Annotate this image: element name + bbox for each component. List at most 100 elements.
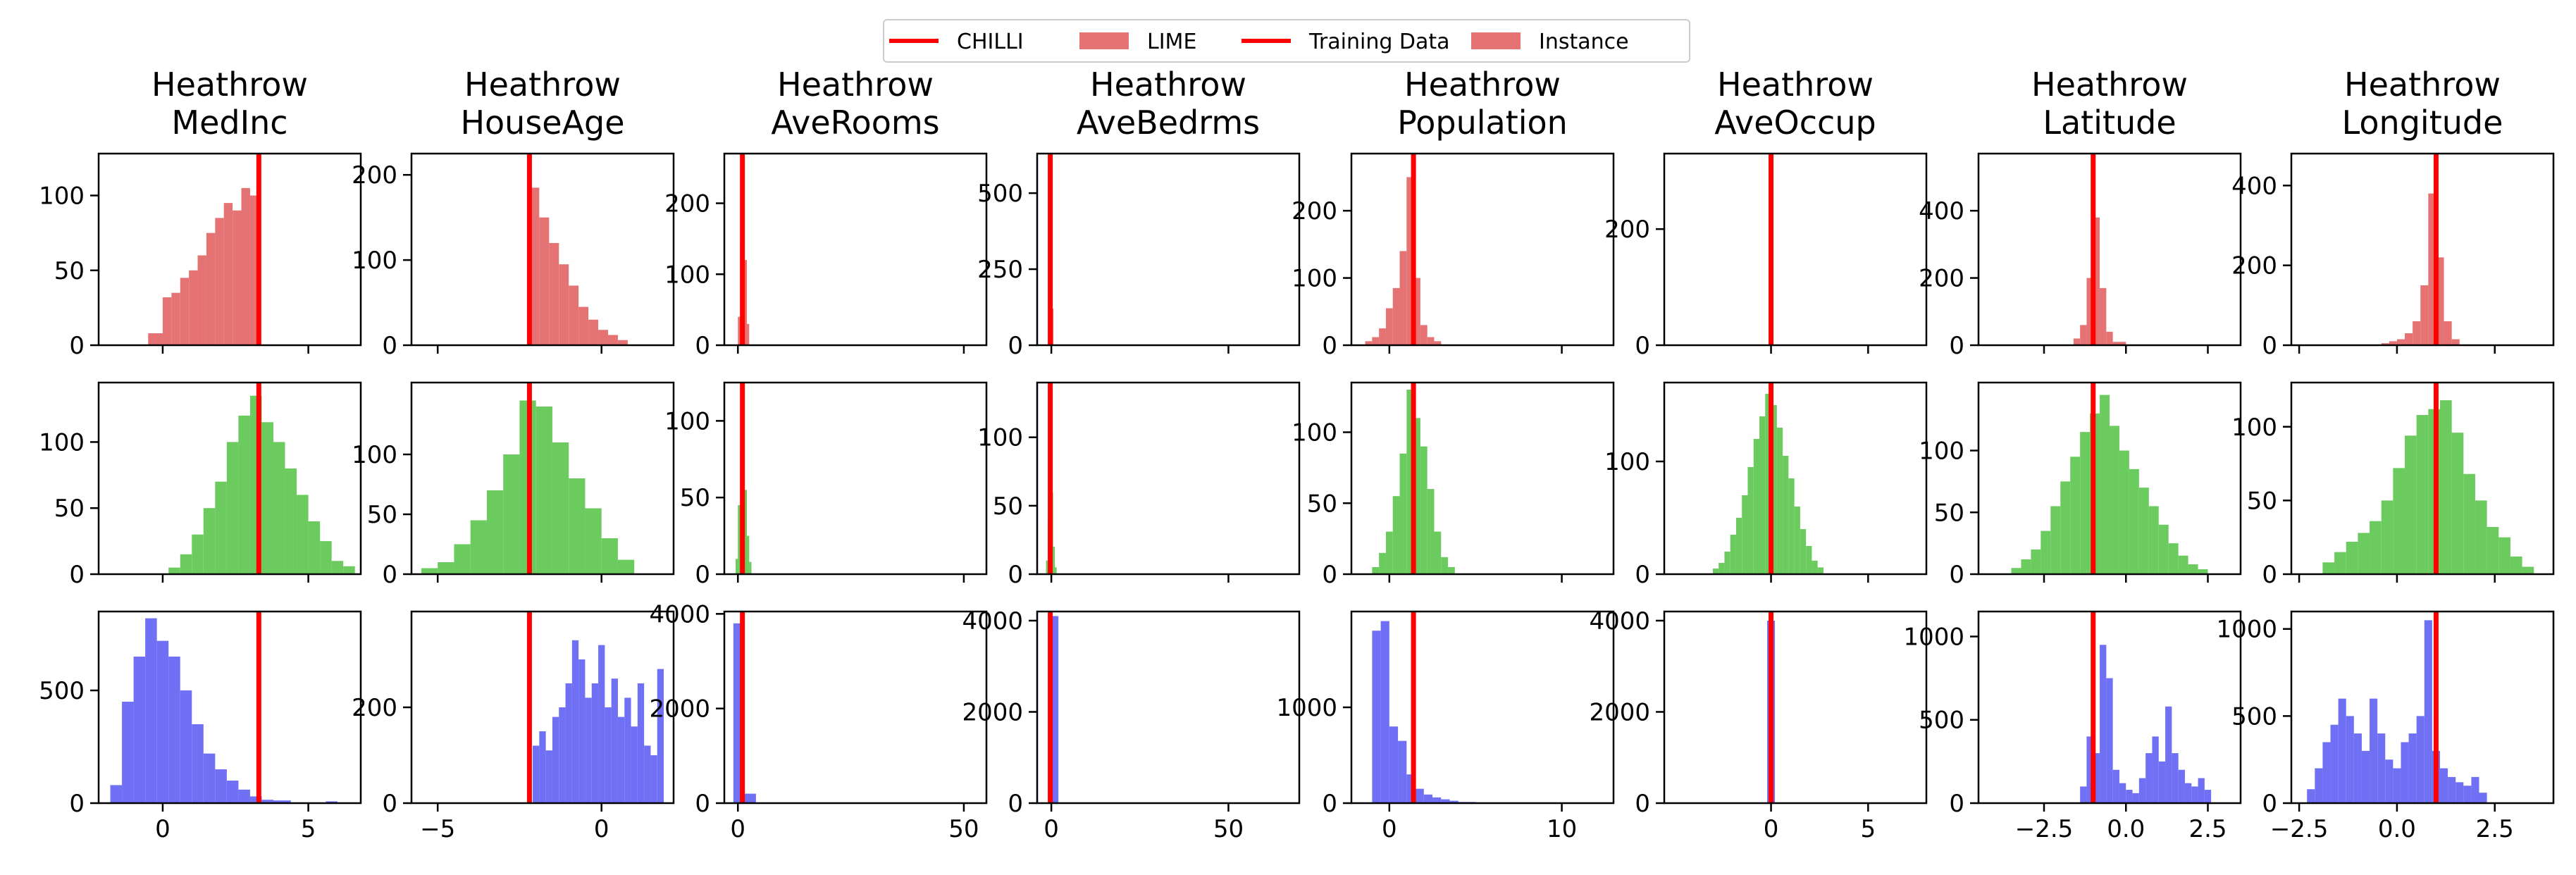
histogram-bar: [2307, 789, 2315, 803]
histogram-bar: [2346, 541, 2358, 574]
histogram-bar: [2080, 325, 2087, 345]
histogram-bar: [470, 520, 487, 574]
y-tick-label: 0: [2262, 790, 2277, 818]
histogram-bar: [189, 270, 198, 345]
subplot-row-2: 0 100: [1604, 381, 1928, 589]
x-tick-label: 0: [1044, 815, 1059, 843]
histogram-bar: [1765, 394, 1771, 574]
y-tick-label: 0: [1008, 332, 1023, 360]
histogram-bar: [1434, 531, 1442, 574]
histogram-bar: [744, 793, 756, 803]
histogram-bar: [2322, 742, 2331, 803]
histogram-bar: [2385, 759, 2394, 803]
histogram-bar: [2346, 716, 2354, 803]
histogram-bar: [1747, 467, 1754, 574]
histogram-bar: [1406, 390, 1414, 574]
y-tick-label: 500: [1919, 707, 1964, 735]
y-tick-label: 200: [352, 161, 397, 190]
histogram-bar: [326, 801, 338, 803]
histogram-bar: [1719, 563, 1725, 574]
histogram-bar: [180, 554, 192, 574]
histogram-bar: [744, 260, 748, 345]
axes-frame: [97, 381, 362, 576]
histogram-bar: [226, 781, 239, 803]
histogram-bar: [1441, 799, 1450, 803]
histogram-bar: [657, 669, 664, 803]
histogram-bar: [565, 683, 572, 803]
y-tick-label: 0: [695, 561, 710, 589]
histogram-bar: [2370, 698, 2378, 803]
histogram-bar: [1420, 446, 1428, 574]
histogram-bar: [438, 562, 454, 574]
histogram-bar: [320, 541, 332, 574]
y-tick-label: 50: [1934, 499, 1964, 527]
histogram-bar: [1413, 418, 1420, 574]
y-tick-label: 100: [664, 261, 710, 289]
histogram-bar: [2498, 537, 2510, 574]
x-tick-label: 0: [730, 815, 745, 843]
histogram-bar: [2119, 783, 2126, 803]
subplot-row-3: 0 500 0 5: [39, 610, 362, 843]
histogram-bar: [297, 495, 309, 574]
x-tick-label: 10: [1547, 815, 1577, 843]
histogram-bar: [747, 323, 750, 345]
legend-label: LIME: [1147, 30, 1196, 54]
x-tick-label: 0.0: [2378, 815, 2416, 843]
histogram-bar: [1055, 567, 1057, 574]
y-tick-label: 100: [977, 424, 1023, 452]
x-tick-label: −5: [420, 815, 455, 843]
y-tick-label: 500: [39, 677, 85, 705]
y-tick-label: 0: [1635, 561, 1650, 589]
histogram-bar: [2413, 321, 2421, 345]
axes-frame: [1977, 152, 2242, 347]
histogram-bar: [617, 559, 635, 574]
histogram-bar: [569, 285, 579, 345]
histogram-bar: [2424, 620, 2432, 803]
histogram-bar: [331, 561, 344, 574]
histogram-bar: [1380, 621, 1389, 803]
histogram-bar: [611, 678, 618, 803]
histogram-bar: [2451, 433, 2464, 574]
histogram-bar: [1379, 552, 1386, 574]
subplot-row-2: 0 50 100: [1292, 381, 1615, 589]
histogram-bar: [454, 544, 471, 574]
histogram-bar: [168, 657, 180, 803]
histogram-bar: [273, 800, 291, 803]
subplot-row-1: 0 250 500: [977, 152, 1301, 360]
histogram-bar: [2011, 568, 2021, 574]
histogram-bar: [2444, 321, 2452, 345]
x-tick-label: 50: [1213, 815, 1244, 843]
histogram-bar: [535, 407, 552, 574]
x-tick-label: 0: [1382, 815, 1397, 843]
histogram-bar: [1053, 547, 1055, 574]
panel-title-line2: HouseAge: [460, 104, 624, 142]
legend-label: Instance: [1539, 30, 1629, 54]
subplot-row-2: 0 50 100: [2231, 381, 2555, 589]
histogram-bar: [2112, 769, 2119, 803]
histogram-bar: [578, 306, 589, 345]
histogram-bar: [1449, 800, 1459, 803]
legend-swatch-patch: [1471, 32, 1521, 49]
histogram-bar: [2330, 724, 2339, 803]
histogram-bar: [608, 335, 618, 345]
histogram-bar: [241, 187, 250, 345]
histogram-bar: [1406, 177, 1414, 345]
histogram-bar: [2353, 733, 2362, 803]
panel-title-line1: Heathrow: [777, 66, 934, 104]
histogram-bar: [1432, 797, 1442, 803]
subplot-row-3: 0 2000 4000 0 50: [962, 607, 1301, 843]
y-tick-label: 0: [1322, 561, 1337, 589]
y-tick-label: 0: [1635, 790, 1650, 818]
histogram-bar: [238, 415, 250, 574]
x-tick-label: 0: [155, 815, 171, 843]
y-tick-label: 50: [54, 495, 85, 523]
histogram-bar: [1812, 560, 1818, 574]
subplot-row-1: 0 50 100: [39, 152, 362, 360]
histogram-bar: [1771, 405, 1777, 574]
y-tick-label: 250: [977, 256, 1023, 284]
histogram-bar: [421, 568, 438, 574]
histogram-bar: [2148, 506, 2159, 574]
histogram-bar: [1724, 552, 1730, 574]
